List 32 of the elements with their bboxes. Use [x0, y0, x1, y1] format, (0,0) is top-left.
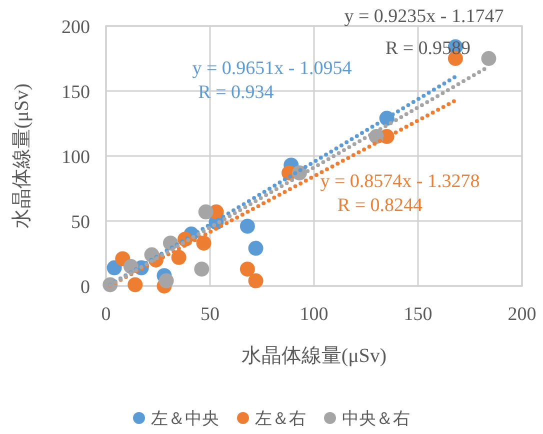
legend-label: 左＆中央	[151, 409, 219, 428]
annotation: y = 0.8574x ‐ 1.3278	[320, 171, 480, 192]
point	[248, 273, 264, 288]
point	[196, 236, 212, 251]
point	[240, 218, 255, 234]
point	[198, 204, 214, 220]
x-axis-title: 水晶体線量(μSv)	[241, 345, 387, 367]
x-tick-label: 100	[300, 304, 328, 325]
y-tick-label: 50	[71, 212, 90, 233]
y-tick-label: 100	[62, 147, 90, 168]
point	[106, 260, 122, 276]
annotation: y = 0.9235x ‐ 1.1747	[344, 6, 504, 27]
annotation: y = 0.9651x ‐ 1.0954	[192, 58, 352, 79]
point	[194, 262, 210, 277]
y-tick-label: 200	[62, 17, 90, 38]
point	[171, 250, 186, 265]
annotation: R = 0.8244	[337, 195, 424, 216]
x-tick-label: 150	[404, 304, 432, 325]
y-tick-label: 0	[80, 277, 90, 298]
point	[481, 51, 496, 66]
point	[248, 240, 264, 256]
x-tick-label: 0	[101, 304, 111, 325]
y-axis-title: 水晶体線量(μSv)	[11, 83, 33, 229]
legend-label: 左＆右	[255, 409, 306, 428]
annotation: R = 0.934	[198, 82, 274, 103]
point	[158, 273, 174, 288]
legend-label: 中央＆右	[342, 409, 410, 428]
x-tick-label: 50	[200, 304, 220, 325]
x-tick-label: 200	[508, 304, 536, 325]
point	[128, 277, 143, 292]
point	[240, 262, 255, 277]
y-tick-label: 150	[62, 82, 90, 103]
